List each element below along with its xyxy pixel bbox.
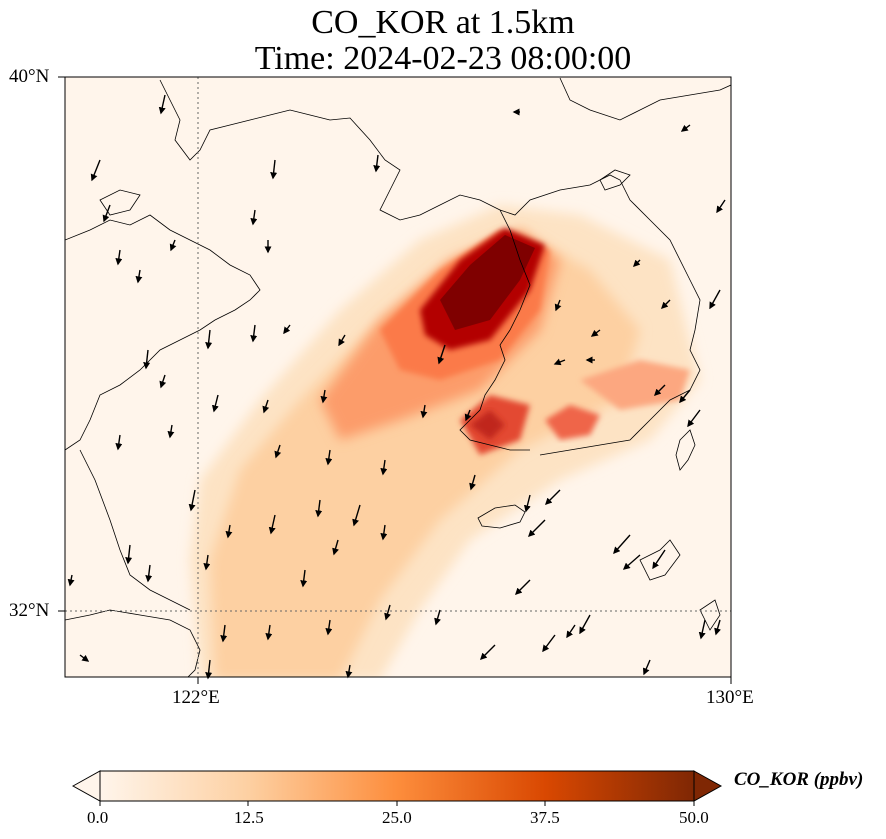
wind-arrow [420,404,428,419]
wind-arrow [158,94,166,115]
wind-vectors [67,94,726,680]
wind-arrow [523,494,531,513]
wind-arrow [332,539,339,556]
lon-label-122e: 122°E [172,687,220,708]
wind-arrow [315,499,323,518]
colorbar-tick-label: 12.5 [234,808,264,827]
wind-arrow [203,554,211,571]
wind-arrow [125,544,133,565]
wind-arrow [642,659,651,676]
wind-arrow [115,434,123,451]
map-title-line1: CO_KOR at 1.5km [311,4,575,41]
plume-southeast [545,405,600,440]
plume-east [580,360,690,410]
lon-label-130e: 130°E [706,687,754,708]
wind-arrow [67,574,75,587]
lat-label-32n: 32°N [9,600,50,621]
wind-arrow [220,624,228,643]
wind-arrow [188,489,196,512]
wind-arrow [579,614,591,635]
wind-arrow [135,269,143,284]
wind-arrow [714,619,721,636]
wind-arrow [225,524,233,539]
wind-arrow [384,604,391,621]
wind-arrow [380,524,388,541]
wind-arrow [265,624,273,641]
wind-arrow [679,389,691,404]
colorbar-title: CO_KOR (ppbv) [734,769,864,790]
wind-arrow [464,409,472,422]
wind-arrow [554,299,562,312]
wind-arrow [687,409,701,428]
wind-arrow [300,569,308,588]
wind-arrow [545,489,561,505]
wind-arrow [709,289,721,310]
wind-arrow [270,159,278,180]
wind-arrow [380,459,388,476]
wind-arrow [698,619,706,640]
wind-arrow [622,554,641,570]
plume-low2 [210,230,640,677]
wind-arrow [633,259,641,267]
wind-arrow [262,399,270,414]
colorbar-tick-label: 37.5 [530,808,560,827]
colorbar-right-triangle [693,770,723,802]
colorbar [71,770,723,806]
wind-arrow [250,324,258,343]
plume-south-core [470,410,505,440]
wind-arrow [338,334,346,347]
wind-arrow [320,389,328,404]
wind-arrow [211,394,219,413]
wind-arrow [553,358,566,366]
wind-arrow [250,209,258,226]
map-frame [64,76,732,678]
wind-arrow [345,664,353,679]
wind-arrow [680,124,691,132]
wind-arrow [325,449,333,466]
wind-arrow [480,644,496,660]
wind-arrow [654,384,666,396]
map-title-line2: Time: 2024-02-23 08:00:00 [254,40,632,77]
coastlines [65,77,731,677]
wind-arrow [661,299,671,309]
wind-arrow [613,534,631,555]
wind-arrow [169,239,177,252]
wind-arrow [352,504,361,527]
plume-max [440,235,535,330]
wind-arrow [716,199,726,214]
wind-arrow [283,324,291,335]
wind-arrow [566,624,576,639]
co-plume [65,77,731,677]
wind-arrow [268,514,276,535]
wind-arrow [437,344,446,365]
colorbar-tick-label: 25.0 [382,808,412,827]
wind-arrow [167,424,175,439]
wind-arrow [325,619,333,636]
wind-arrow [159,374,167,389]
colorbar-ramp [99,770,695,802]
lat-label-40n: 40°N [9,66,50,87]
wind-arrow [145,564,153,583]
wind-arrow [274,444,282,459]
wind-arrow [90,159,101,182]
wind-arrow [515,579,531,595]
colorbar-tick-label: 0.0 [87,808,109,827]
wind-arrow [115,249,123,266]
wind-arrow [652,549,666,570]
wind-arrow [205,659,213,680]
colorbar-tick-label: 50.0 [679,808,709,827]
wind-arrow [590,329,601,337]
wind-arrow [469,474,476,491]
wind-arrow [79,654,90,662]
colorbar-left-triangle [71,770,101,802]
wind-arrow [528,519,546,537]
wind-arrow [143,349,151,370]
wind-arrow [373,154,381,173]
wind-arrow [434,609,441,626]
wind-arrow [205,329,213,350]
wind-arrow [102,204,111,223]
wind-arrow [542,634,556,653]
